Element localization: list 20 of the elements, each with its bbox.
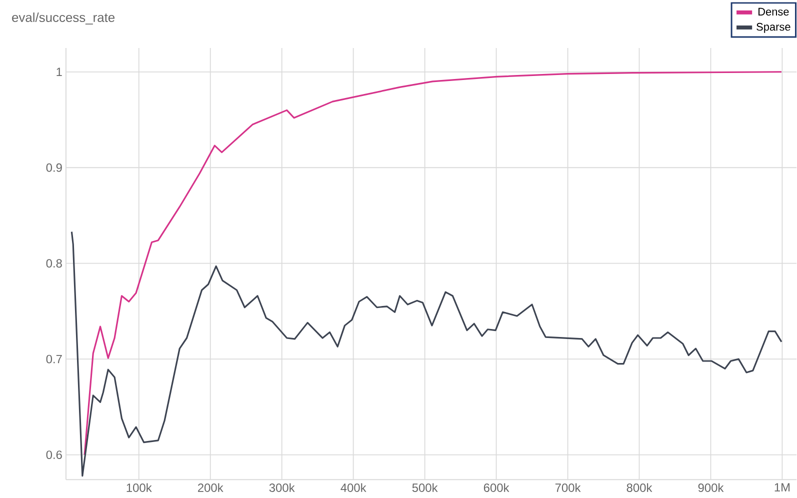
- x-tick-label: 800k: [626, 483, 652, 492]
- x-tick-label: 900k: [698, 483, 724, 492]
- y-tick-label: 0.6: [46, 450, 62, 460]
- x-tick-label: 300k: [269, 483, 295, 492]
- legend-label: Dense: [758, 8, 789, 16]
- x-tick-label: 700k: [555, 483, 581, 492]
- legend-label: Sparse: [756, 23, 790, 33]
- y-tick-label: 0.8: [46, 259, 62, 268]
- y-tick-label: 0.9: [46, 164, 62, 172]
- line-series: [84, 71, 782, 456]
- chart-title: eval/success_rate: [12, 12, 115, 25]
- y-tick-label: 0.7: [46, 355, 62, 364]
- line-series: [70, 231, 782, 477]
- x-tick-label: 400k: [340, 483, 366, 492]
- x-tick-label: 600k: [484, 483, 510, 492]
- x-tick-label: 100k: [126, 483, 152, 492]
- x-tick-label: 1M: [774, 483, 790, 492]
- x-tick-label: 200k: [198, 483, 224, 492]
- y-tick-label: 1: [56, 68, 62, 76]
- x-tick-label: 500k: [412, 483, 438, 492]
